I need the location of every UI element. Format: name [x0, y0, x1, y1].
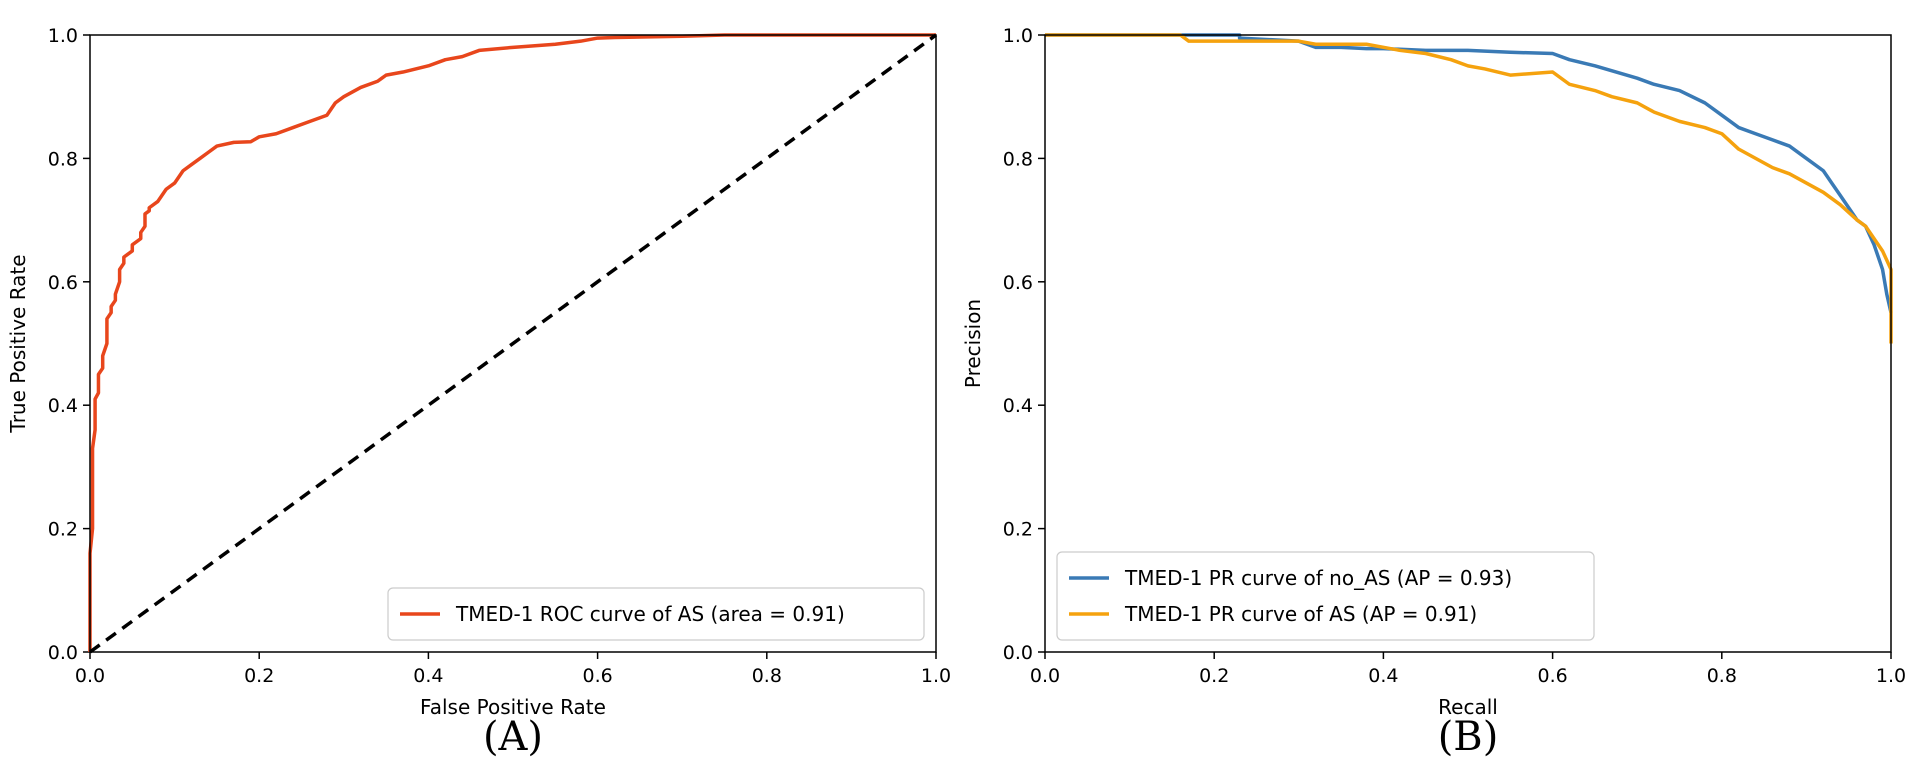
chart-panel-2: 0.0 0.2 0.4 0.6 0.8 1.0 0.0 0.2 0.4 0.6 0.8 1.0 Reca… [961, 25, 1906, 760]
y-tick-label: 0.0 [48, 642, 78, 664]
y-tick-label: 0.0 [1003, 642, 1033, 664]
y-tick-label: 0.2 [48, 519, 78, 541]
x-tick-label: 0.2 [244, 665, 274, 687]
legend: TMED-1 ROC curve of AS (area = 0.91) [387, 587, 925, 641]
legend-entry: TMED-1 ROC curve of AS (area = 0.91) [455, 602, 845, 626]
legend-box [387, 587, 925, 641]
legend-box [1056, 551, 1595, 641]
x-tick-label: 0.4 [1368, 665, 1398, 687]
legend-entry: TMED-1 PR curve of no_AS (AP = 0.93) [1124, 566, 1512, 590]
y-tick-label: 1.0 [1003, 25, 1033, 47]
y-tick-label: 0.4 [1003, 395, 1033, 417]
y-tick-label: 1.0 [48, 25, 78, 47]
y-axis-label: True Positive Rate [6, 254, 30, 433]
x-axis-label: False Positive Rate [420, 695, 606, 719]
y-tick-label: 0.8 [1003, 148, 1033, 170]
y-tick-label: 0.8 [48, 148, 78, 170]
plot-frame [1044, 34, 1892, 653]
x-tick-label: 0.8 [1707, 665, 1737, 687]
legend: TMED-1 PR curve of no_AS (AP = 0.93) TMED… [1056, 551, 1595, 641]
x-tick-label: 1.0 [921, 665, 951, 687]
plot-frame [89, 34, 937, 653]
y-tick-label: 0.6 [1003, 272, 1033, 294]
panel-label: (A) [483, 714, 543, 760]
y-axis-label: Precision [961, 299, 985, 388]
x-tick-label: 0.2 [1199, 665, 1229, 687]
x-tick-label: 0.8 [752, 665, 782, 687]
x-axis-label: Recall [1438, 695, 1498, 719]
series-group [1045, 33, 1893, 344]
x-tick-label: 0.4 [413, 665, 443, 687]
x-tick-label: 0.6 [582, 665, 612, 687]
x-tick-label: 0.0 [1030, 665, 1060, 687]
series-line-1 [88, 33, 936, 652]
x-tick-label: 0.0 [75, 665, 105, 687]
x-tick-label: 0.6 [1537, 665, 1567, 687]
legend-entry: TMED-1 PR curve of AS (AP = 0.91) [1124, 602, 1477, 626]
x-tick-label: 1.0 [1876, 665, 1906, 687]
y-tick-label: 0.4 [48, 395, 78, 417]
series-line-1 [1045, 33, 1893, 314]
series-line-2 [1045, 33, 1893, 344]
y-tick-label: 0.6 [48, 272, 78, 294]
y-tick-label: 0.2 [1003, 519, 1033, 541]
chart-panel-1: 0.0 0.2 0.4 0.6 0.8 1.0 0.0 0.2 0.4 0.6 0.8 1.0 Fals… [6, 25, 951, 760]
diagonal-reference-line [88, 33, 938, 654]
series-group [88, 33, 938, 654]
panel-label: (B) [1438, 714, 1499, 760]
